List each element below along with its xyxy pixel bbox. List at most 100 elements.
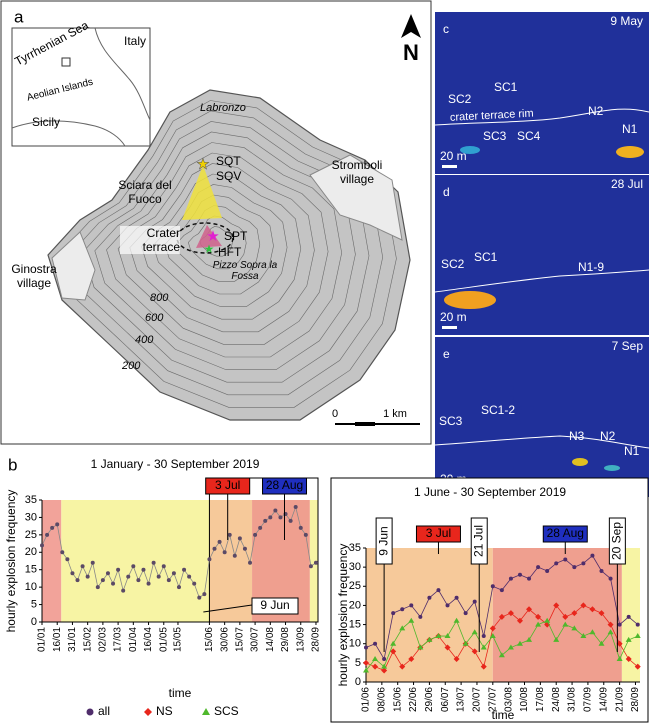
y-tick-label: 30 [25, 511, 37, 523]
y-tick-label: 5 [355, 657, 361, 669]
data-point [81, 564, 85, 568]
map-label-box: Stromboli village [318, 158, 396, 194]
data-point [527, 577, 531, 581]
scale-bar [355, 422, 375, 426]
data-point [157, 575, 161, 579]
data-point [60, 550, 64, 554]
hot-spot [616, 146, 644, 158]
contour-label: 200 [121, 360, 141, 372]
legend-marker [144, 708, 152, 716]
data-point [111, 582, 115, 586]
data-point [590, 554, 594, 558]
data-point [101, 578, 105, 582]
data-point [141, 568, 145, 572]
x-tick-label: 13/07 [456, 687, 467, 712]
legend-marker [87, 709, 94, 716]
annotation: 9 Jun [260, 598, 289, 612]
data-point [373, 642, 377, 646]
vent-label: N1 [622, 122, 638, 136]
hot-spot [604, 465, 620, 471]
data-point [192, 582, 196, 586]
vent-label: SC1-2 [481, 403, 515, 417]
x-tick-label: 14/08 [265, 627, 276, 652]
data-point [268, 515, 272, 519]
chart-title: 1 January - 30 September 2019 [91, 457, 260, 471]
data-point [409, 603, 413, 607]
data-point [258, 526, 262, 530]
data-point [45, 533, 49, 537]
x-tick-label: 02/03 [98, 627, 109, 652]
data-point [636, 623, 640, 627]
inset-label: Italy [124, 34, 146, 48]
inset-label: Sicily [32, 115, 60, 129]
scale-bar [442, 165, 457, 168]
data-point [314, 561, 318, 565]
image-date: 9 May [610, 14, 643, 28]
scale-label: 20 m [440, 149, 467, 163]
station-star: ★ [204, 242, 215, 256]
map-label: SQV [216, 169, 241, 183]
legend-label: all [98, 704, 110, 718]
y-tick-label: 35 [25, 494, 37, 506]
data-point [233, 554, 237, 558]
station-star: ★ [196, 156, 209, 173]
map-label: Pizzo Sopra la Fossa [205, 260, 285, 282]
data-point [86, 575, 90, 579]
map-label: Stromboli village [318, 158, 396, 186]
x-axis-label: time [169, 686, 192, 700]
map-label: SPT [224, 229, 248, 243]
annotation: 28 Aug [547, 526, 584, 540]
x-tick-label: 15/05 [173, 627, 184, 652]
y-tick-label: 0 [355, 676, 361, 688]
annotation: 3 Jul [426, 526, 451, 540]
period-band [366, 548, 493, 682]
x-tick-label: 22/06 [408, 687, 419, 712]
legend-label: SCS [214, 704, 239, 718]
x-tick-label: 29/08 [280, 627, 291, 652]
map-label: HFT [218, 245, 242, 259]
x-tick-label: 14/09 [598, 687, 609, 712]
x-tick-label: 07/09 [583, 687, 594, 712]
data-point [400, 607, 404, 611]
x-tick-label: 01/05 [158, 627, 169, 652]
data-point [418, 615, 422, 619]
x-tick-label: 24/08 [551, 687, 562, 712]
figure: a Tyrrhenian Sea Italy Aeolian Islands S… [0, 0, 649, 723]
y-tick-label: 15 [25, 564, 37, 576]
thermal-panels: c 9 May SC2 SC1 crater terrace rim SC3 S… [435, 12, 649, 497]
data-point [600, 569, 604, 573]
period-band [61, 500, 209, 622]
data-point [455, 596, 459, 600]
x-tick-label: 28/09 [311, 627, 322, 652]
vent-label: N1-9 [578, 260, 604, 274]
map-label-box: Sciara del Fuoco [105, 178, 185, 214]
thermal-panel: c 9 May SC2 SC1 crater terrace rim SC3 S… [435, 12, 649, 174]
thermal-image [435, 175, 649, 335]
contour-label: 400 [135, 334, 154, 346]
map-label: Crater terrace [120, 226, 180, 254]
data-point [136, 578, 140, 582]
vent-label: N3 [569, 429, 585, 443]
x-tick-label: 31/08 [567, 687, 578, 712]
chart-title: 1 June - 30 September 2019 [414, 485, 566, 499]
data-point [243, 547, 247, 551]
map-panel: a Tyrrhenian Sea Italy Aeolian Islands S… [1, 1, 431, 444]
data-point [223, 550, 227, 554]
data-point [177, 585, 181, 589]
data-point [309, 564, 313, 568]
data-point [572, 565, 576, 569]
x-axis-label: time [492, 708, 515, 722]
y-tick-label: 10 [25, 581, 37, 593]
y-tick-label: 5 [31, 598, 37, 610]
thermal-panel: e 7 Sep SC3 SC1-2 N3 N2 N1 20 m [435, 337, 649, 497]
data-point [536, 565, 540, 569]
data-point [202, 592, 206, 596]
north-label: N [403, 40, 419, 65]
data-point [509, 577, 513, 581]
y-tick-label: 10 [349, 638, 361, 650]
thermal-image [435, 337, 649, 497]
x-tick-label: 10/08 [519, 687, 530, 712]
map-label-box: Crater terrace [120, 226, 180, 262]
x-tick-label: 01/04 [128, 627, 139, 652]
annotation: 20 Sep [610, 522, 624, 560]
